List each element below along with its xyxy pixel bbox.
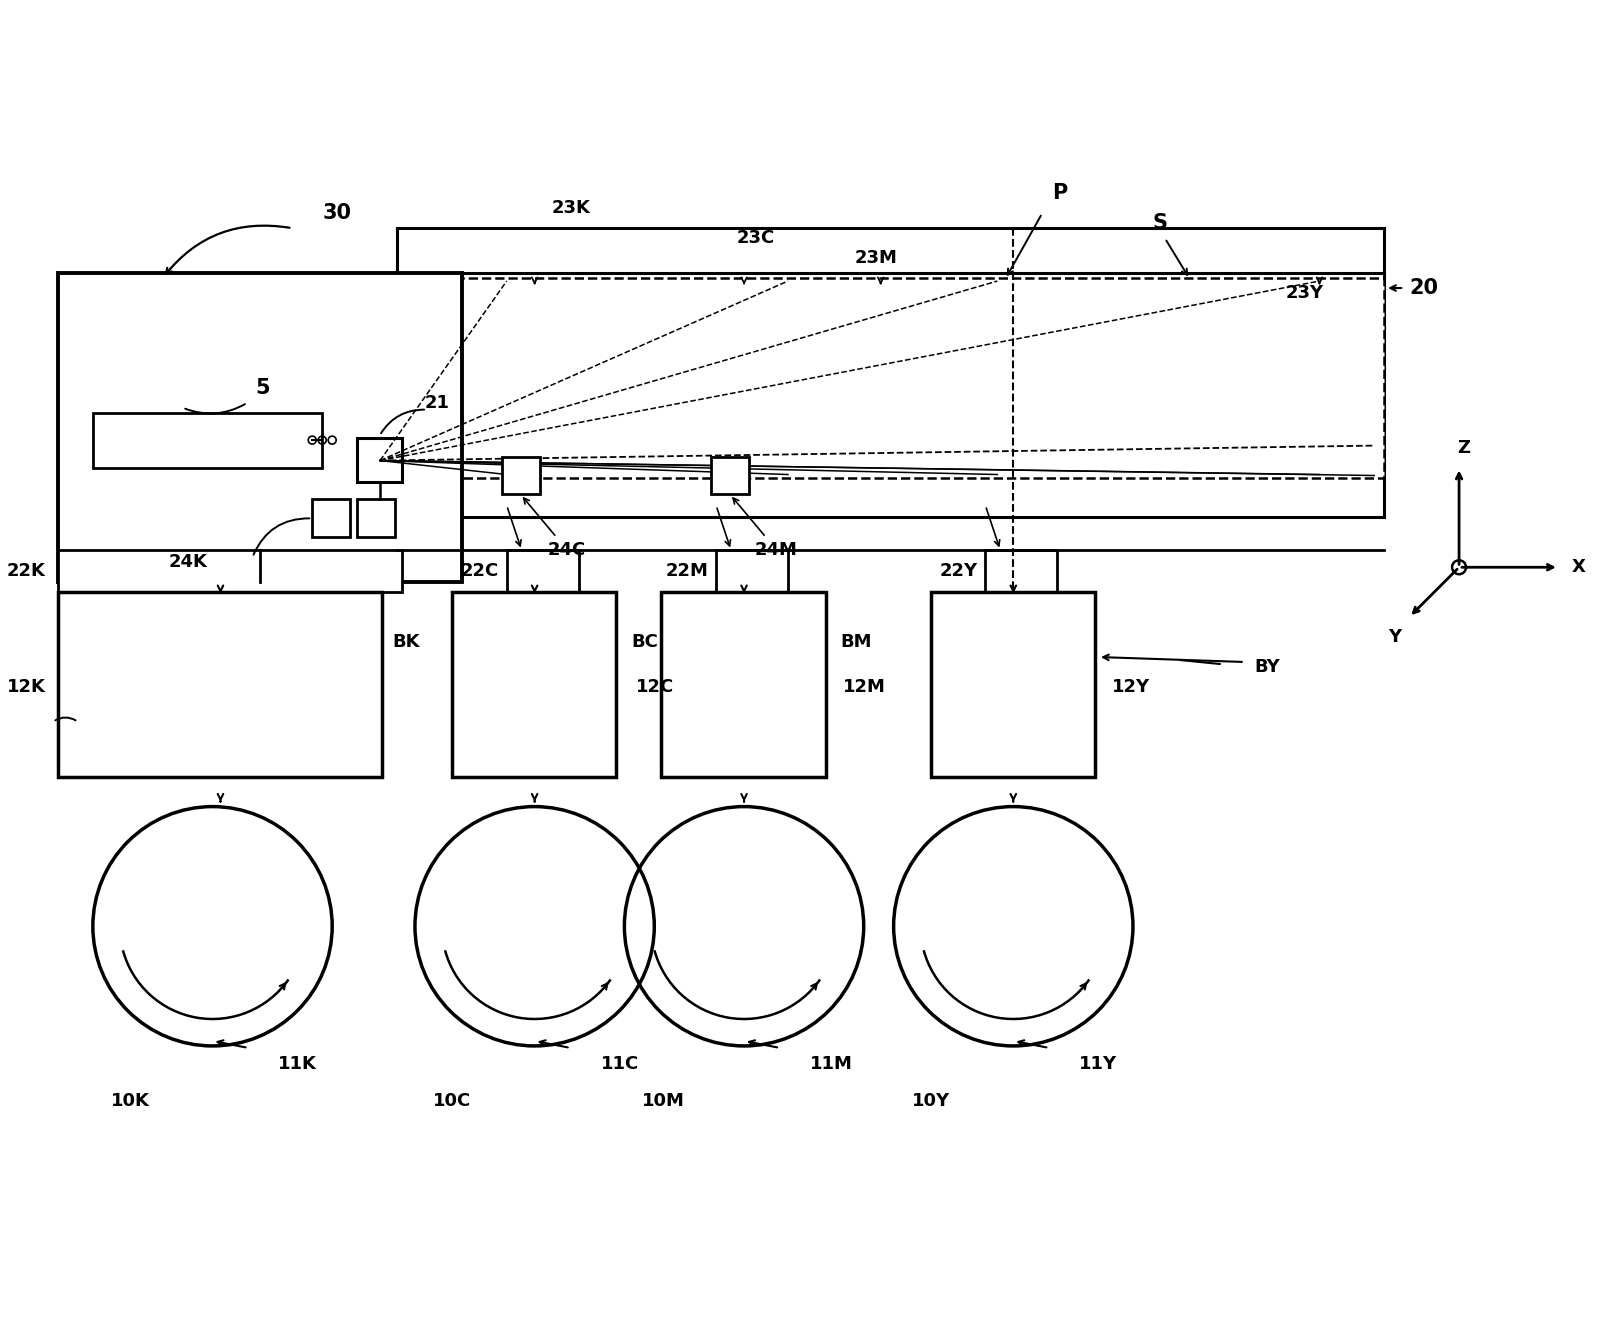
Text: 21: 21 bbox=[425, 394, 449, 411]
Text: 22Y: 22Y bbox=[939, 562, 978, 580]
Bar bbox=[92, 412, 323, 468]
Text: 22M: 22M bbox=[665, 562, 709, 580]
Bar bbox=[453, 592, 616, 777]
Bar bbox=[931, 592, 1095, 777]
Text: 22C: 22C bbox=[461, 562, 498, 580]
Text: 11Y: 11Y bbox=[1079, 1055, 1118, 1073]
Text: 23Y: 23Y bbox=[1285, 284, 1324, 301]
Text: X: X bbox=[1572, 558, 1586, 576]
Text: S: S bbox=[1152, 213, 1168, 233]
Text: Y: Y bbox=[1388, 628, 1401, 646]
Bar bbox=[710, 456, 749, 494]
Text: 11M: 11M bbox=[809, 1055, 853, 1073]
Text: 10M: 10M bbox=[642, 1092, 684, 1109]
Text: 24M: 24M bbox=[754, 541, 798, 559]
Text: 11K: 11K bbox=[279, 1055, 318, 1073]
Bar bbox=[357, 438, 402, 483]
Text: 12C: 12C bbox=[636, 678, 675, 695]
Text: 22K: 22K bbox=[6, 562, 45, 580]
Text: 30: 30 bbox=[323, 204, 352, 223]
Bar bbox=[501, 456, 540, 494]
Text: 10K: 10K bbox=[110, 1092, 149, 1109]
Text: BK: BK bbox=[393, 633, 420, 650]
Text: 24K: 24K bbox=[169, 554, 208, 571]
Text: 5: 5 bbox=[255, 378, 269, 398]
Text: BY: BY bbox=[1255, 658, 1280, 676]
Bar bbox=[506, 550, 579, 592]
Bar bbox=[58, 274, 462, 582]
Bar bbox=[397, 229, 1384, 517]
Bar bbox=[662, 592, 826, 777]
Text: BM: BM bbox=[840, 633, 873, 650]
Bar bbox=[357, 500, 396, 537]
Bar bbox=[313, 500, 350, 537]
Text: 10C: 10C bbox=[433, 1092, 470, 1109]
Bar bbox=[986, 550, 1058, 592]
Text: 23K: 23K bbox=[551, 200, 590, 217]
Text: P: P bbox=[1053, 184, 1067, 204]
Text: 24C: 24C bbox=[547, 541, 586, 559]
Text: 12M: 12M bbox=[843, 678, 886, 695]
Text: 23M: 23M bbox=[855, 249, 897, 267]
Bar bbox=[717, 550, 788, 592]
Bar bbox=[58, 592, 383, 777]
Text: 10Y: 10Y bbox=[912, 1092, 950, 1109]
Text: 20: 20 bbox=[1410, 278, 1439, 297]
Bar bbox=[397, 278, 1384, 477]
Text: 12Y: 12Y bbox=[1113, 678, 1150, 695]
Text: 23C: 23C bbox=[736, 229, 775, 247]
Text: BC: BC bbox=[631, 633, 659, 650]
Text: Z: Z bbox=[1458, 439, 1471, 456]
Text: 11C: 11C bbox=[600, 1055, 639, 1073]
Text: 12K: 12K bbox=[6, 678, 45, 695]
Bar bbox=[58, 550, 402, 592]
